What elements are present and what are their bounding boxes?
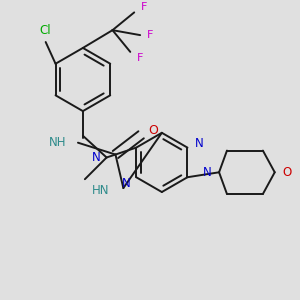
- Text: Cl: Cl: [40, 24, 52, 37]
- Text: N: N: [122, 177, 131, 190]
- Text: O: O: [282, 166, 291, 179]
- Text: NH: NH: [49, 136, 66, 149]
- Text: F: F: [141, 2, 147, 13]
- Text: F: F: [137, 53, 143, 63]
- Text: F: F: [147, 30, 153, 40]
- Text: HN: HN: [92, 184, 110, 196]
- Text: N: N: [195, 137, 204, 150]
- Text: N: N: [203, 166, 212, 179]
- Text: O: O: [148, 124, 158, 137]
- Text: N: N: [92, 151, 101, 164]
